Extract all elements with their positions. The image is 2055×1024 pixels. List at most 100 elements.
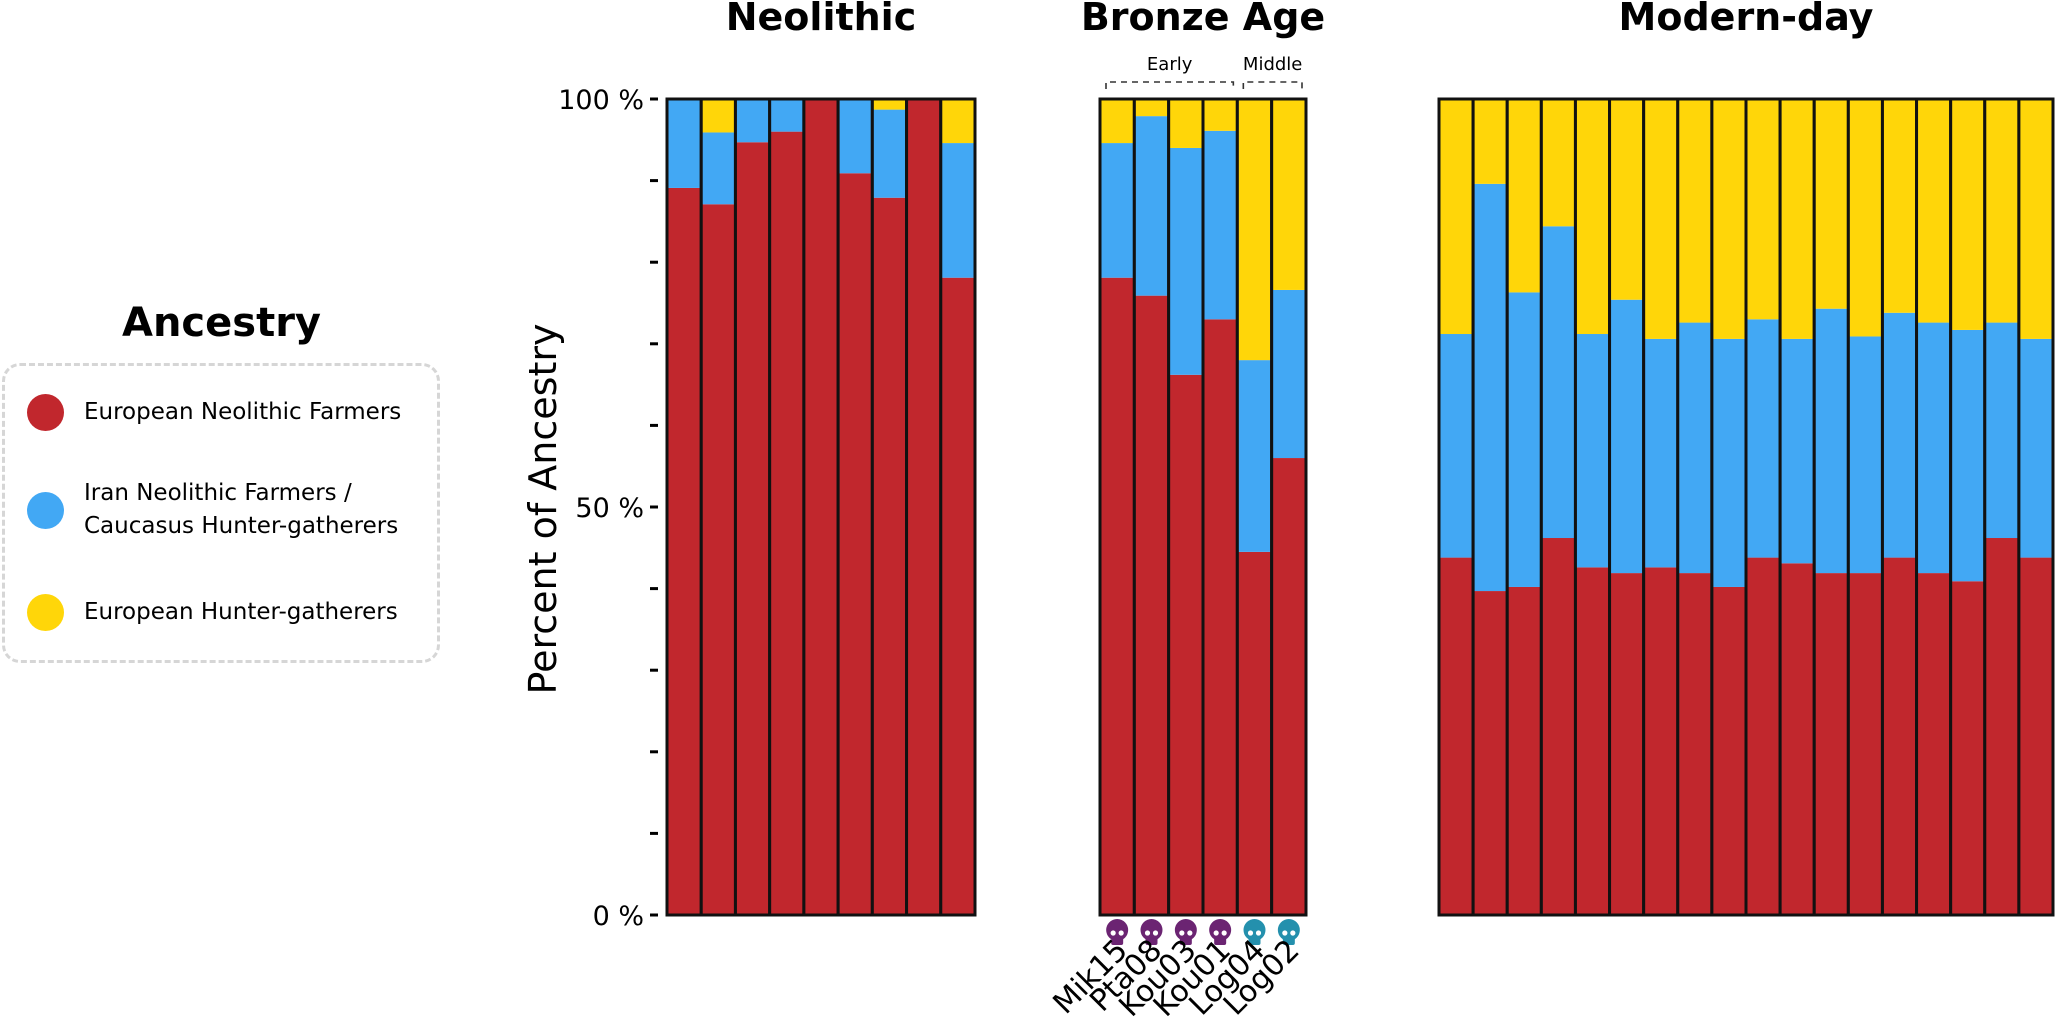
- y-tick-label: 100 %: [558, 85, 644, 116]
- bar-segment-european-hunter-gatherers: [1984, 99, 2019, 323]
- bar-segment-european-neolithic-farmers: [1882, 557, 1917, 915]
- bar-segment-european-hunter-gatherers: [1677, 99, 1712, 323]
- skull-jaw: [1145, 936, 1158, 945]
- bar-segment-iran-neolithic-farmers-caucasu: [1507, 292, 1542, 587]
- bar-segment-european-neolithic-farmers: [1711, 586, 1746, 915]
- bar-segment-european-hunter-gatherers: [1541, 99, 1576, 227]
- bar-segment-european-hunter-gatherers: [1507, 99, 1542, 293]
- bar-segment-european-hunter-gatherers: [1746, 99, 1781, 320]
- bar-outline: [1270, 97, 1308, 917]
- bar-segment-european-neolithic-farmers: [1780, 563, 1815, 915]
- bar-segment-european-hunter-gatherers: [1643, 99, 1678, 339]
- bar-segment-iran-neolithic-farmers-caucasu: [1271, 289, 1306, 459]
- y-tick-label: 50 %: [575, 493, 644, 524]
- bar-segment-european-neolithic-farmers: [2018, 557, 2053, 915]
- bar-segment-european-hunter-gatherers: [1203, 99, 1238, 131]
- bar-segment-european-neolithic-farmers: [838, 173, 873, 916]
- skull-cranium: [1243, 919, 1266, 941]
- bar-segment-european-neolithic-farmers: [872, 197, 907, 916]
- group-bracket: [1242, 81, 1303, 89]
- bar-segment-iran-neolithic-farmers-caucasu: [1711, 338, 1746, 587]
- bar-segment-european-neolithic-farmers: [1473, 591, 1508, 915]
- bar-segment-iran-neolithic-farmers-caucasu: [1882, 312, 1917, 558]
- panel-title: Modern-day: [1619, 0, 1874, 39]
- bar-segment-european-hunter-gatherers: [2018, 99, 2053, 339]
- legend-color-dot: [27, 491, 64, 529]
- skull-eye: [1282, 930, 1288, 936]
- bar-segment-european-hunter-gatherers: [1100, 99, 1135, 144]
- bar-segment-european-neolithic-farmers: [1814, 573, 1849, 915]
- skull-eye: [1118, 930, 1124, 936]
- legend-label: Iran Neolithic Farmers / Caucasus Hunter…: [84, 480, 399, 539]
- bar-segment-european-neolithic-farmers: [1100, 277, 1135, 916]
- skull-cranium: [1106, 919, 1129, 941]
- bar-segment-european-hunter-gatherers: [1237, 99, 1272, 361]
- bar-segment-european-hunter-gatherers: [1950, 99, 1985, 330]
- panel-modern-day: Modern-day: [1437, 0, 2055, 917]
- skull-jaw: [1282, 936, 1295, 945]
- bar-segment-iran-neolithic-farmers-caucasu: [1814, 308, 1849, 574]
- bar-segment-iran-neolithic-farmers-caucasu: [1746, 319, 1781, 558]
- bar-segment-european-neolithic-farmers: [1237, 551, 1272, 915]
- y-axis-label: Percent of Ancestry: [521, 324, 565, 695]
- group-label: Early: [1147, 54, 1193, 75]
- skull-cranium: [1209, 919, 1232, 941]
- bar-segment-iran-neolithic-farmers-caucasu: [769, 99, 804, 132]
- bar-outline: [2017, 97, 2055, 917]
- bar-segment-european-neolithic-farmers: [803, 99, 839, 915]
- legend-label: European Hunter-gatherers: [84, 599, 398, 625]
- skull-icon: [1140, 919, 1163, 945]
- bar-segment-european-neolithic-farmers: [906, 99, 941, 915]
- bar-segment-european-neolithic-farmers: [1848, 573, 1883, 915]
- bar-segment-iran-neolithic-farmers-caucasu: [1950, 329, 1985, 582]
- legend: European Neolithic Farmers Iran Neolithi…: [2, 363, 440, 663]
- skull-eye: [1255, 930, 1262, 936]
- bar-segment-iran-neolithic-farmers-caucasu: [1541, 226, 1576, 539]
- bar-segment-european-hunter-gatherers: [1439, 99, 1474, 335]
- bar-segment-iran-neolithic-farmers-caucasu: [1984, 322, 2019, 539]
- bar-outline: [939, 97, 977, 917]
- group-label: Middle: [1243, 54, 1302, 75]
- bar-segment-european-hunter-gatherers: [1271, 99, 1306, 290]
- bar-segment-european-neolithic-farmers: [1203, 319, 1238, 915]
- bar-segment-european-neolithic-farmers: [1168, 374, 1203, 916]
- bar-segment-iran-neolithic-farmers-caucasu: [1439, 334, 1474, 558]
- bar-segment-iran-neolithic-farmers-caucasu: [838, 99, 873, 174]
- bar-segment-european-neolithic-farmers: [1439, 557, 1474, 915]
- legend-title: Ancestry: [121, 300, 321, 346]
- bar-segment-european-neolithic-farmers: [1746, 557, 1781, 915]
- bar-segment-european-neolithic-farmers: [1271, 458, 1306, 915]
- bar-segment-iran-neolithic-farmers-caucasu: [667, 99, 702, 188]
- legend-item-european-neolithic-farmers: European Neolithic Farmers: [27, 394, 401, 431]
- bar-segment-european-hunter-gatherers: [1916, 99, 1951, 323]
- skull-eye: [1179, 930, 1185, 936]
- bar-segment-european-neolithic-farmers: [1575, 567, 1610, 915]
- bar-segment-iran-neolithic-farmers-caucasu: [872, 109, 907, 198]
- skull-jaw: [1111, 936, 1124, 945]
- bar-segment-iran-neolithic-farmers-caucasu: [1237, 360, 1272, 552]
- bar-segment-european-neolithic-farmers: [1984, 538, 2019, 915]
- skull-cranium: [1174, 919, 1197, 941]
- bar-segment-european-hunter-gatherers: [1473, 99, 1508, 184]
- bar-segment-iran-neolithic-farmers-caucasu: [701, 132, 736, 205]
- bar-segment-european-neolithic-farmers: [1134, 295, 1169, 915]
- y-tick-label: 0 %: [593, 901, 644, 932]
- skull-icon: [1209, 919, 1232, 945]
- skull-jaw: [1214, 936, 1227, 945]
- bar-segment-european-hunter-gatherers: [1134, 99, 1169, 117]
- bar-segment-iran-neolithic-farmers-caucasu: [735, 99, 770, 143]
- bar-segment-european-hunter-gatherers: [1882, 99, 1917, 313]
- bar-segment-iran-neolithic-farmers-caucasu: [1575, 334, 1610, 568]
- bar-segment-european-hunter-gatherers: [1711, 99, 1746, 339]
- bar-segment-european-hunter-gatherers: [1780, 99, 1815, 339]
- bar-segment-european-neolithic-farmers: [1507, 586, 1542, 915]
- skull-icon: [1243, 919, 1266, 945]
- bar-segment-iran-neolithic-farmers-caucasu: [1134, 116, 1169, 296]
- bar-segment-iran-neolithic-farmers-caucasu: [1203, 130, 1238, 320]
- bar-segment-european-hunter-gatherers: [1848, 99, 1883, 337]
- bar-segment-european-neolithic-farmers: [1609, 573, 1644, 915]
- bar-segment-iran-neolithic-farmers-caucasu: [1100, 143, 1135, 278]
- panel-title: Bronze Age: [1081, 0, 1325, 39]
- skull-eye: [1152, 930, 1159, 936]
